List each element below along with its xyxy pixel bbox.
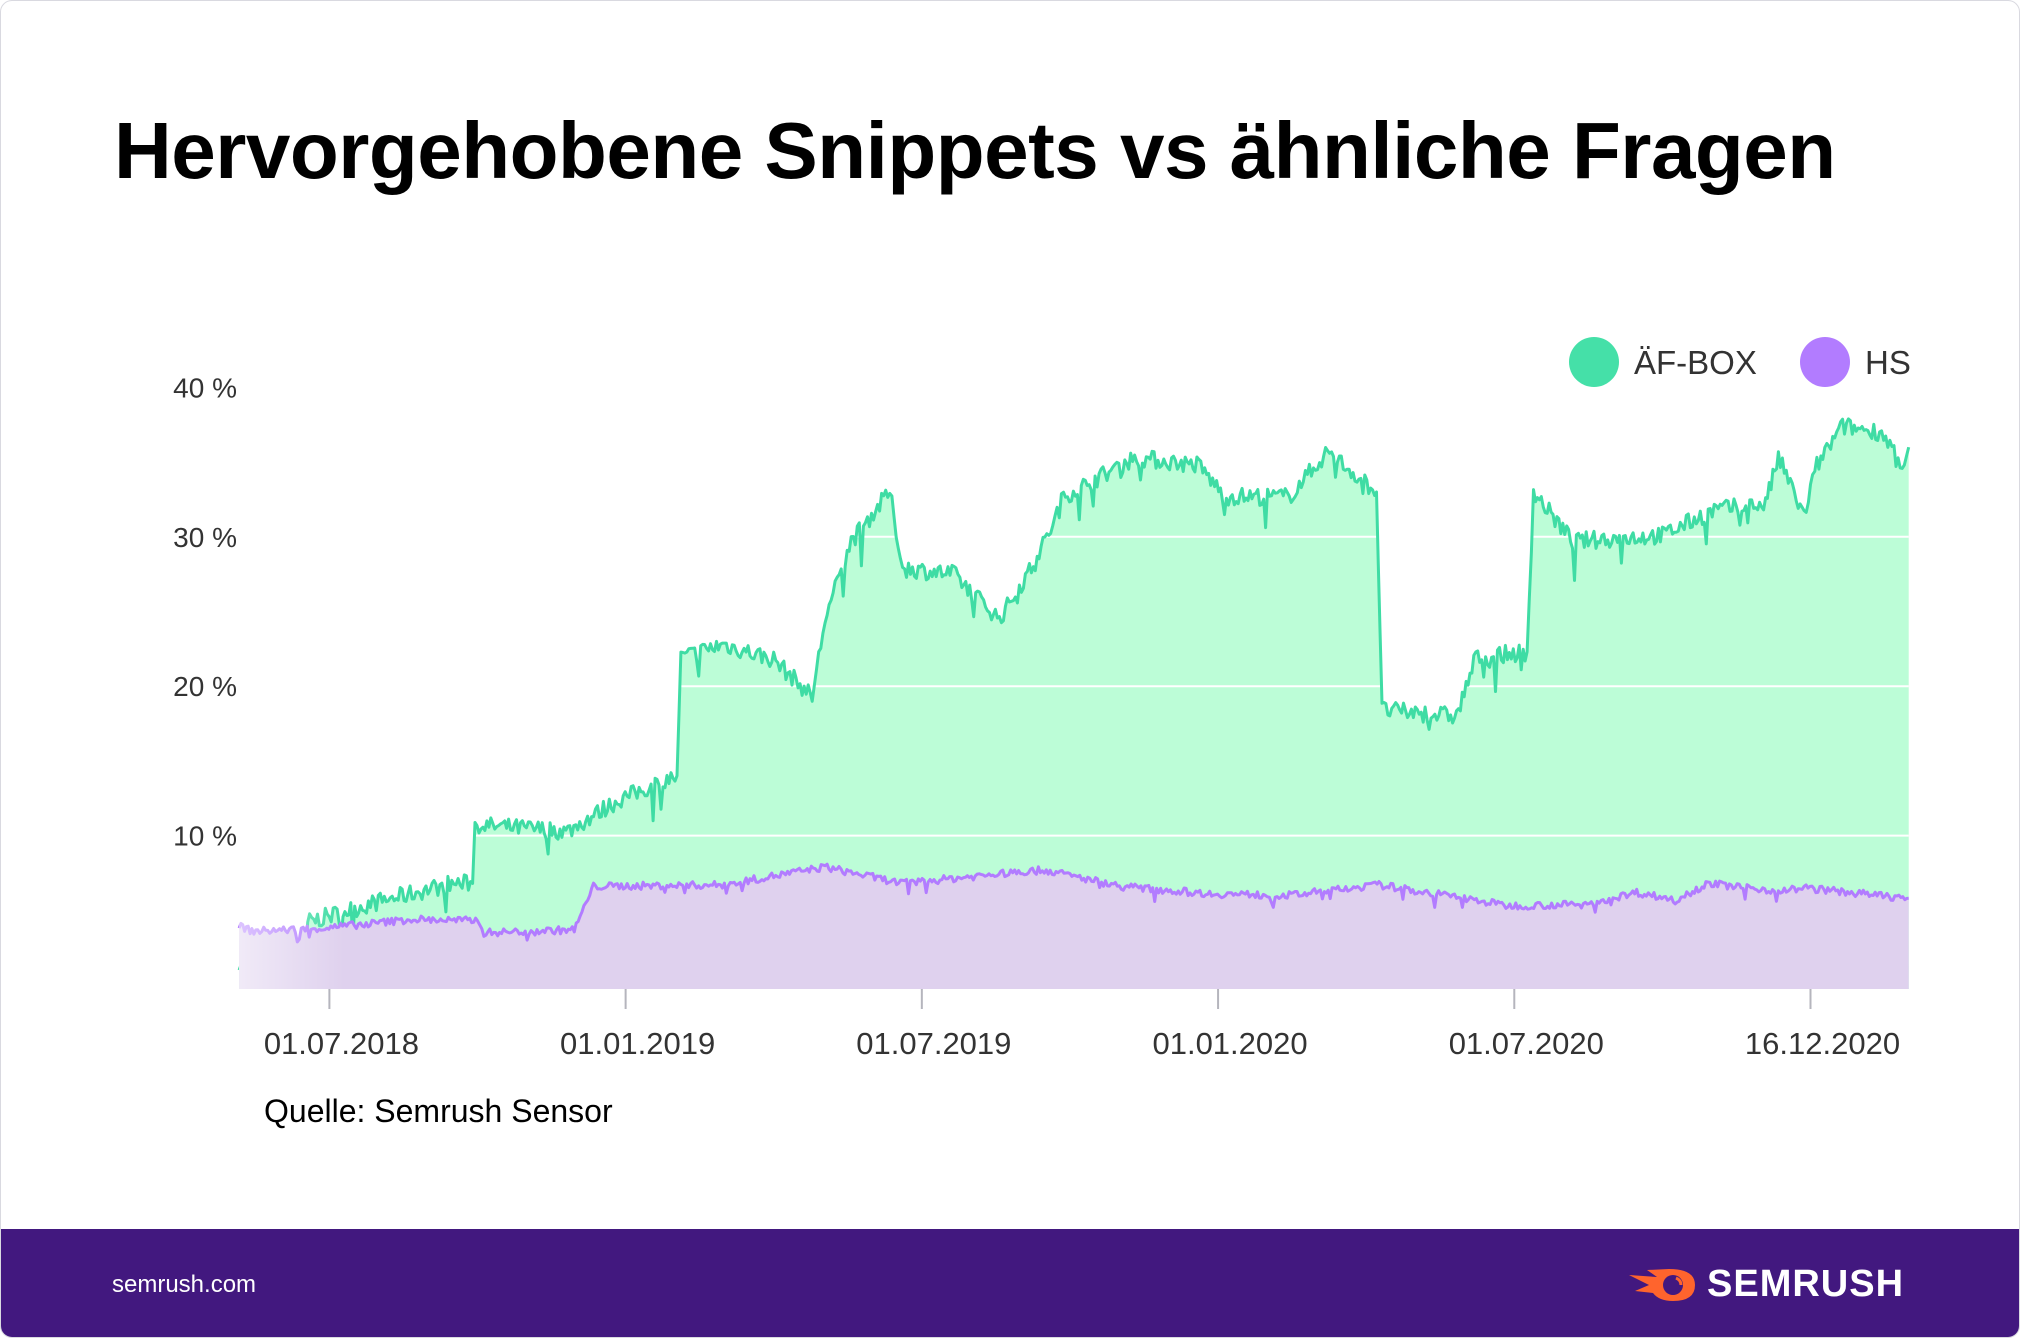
x-tick-label: 01.07.2020 xyxy=(1449,1026,1604,1061)
y-tick-label: 30 % xyxy=(173,522,237,553)
series-hs-area xyxy=(239,864,1909,989)
legend-swatch-af-box xyxy=(1569,337,1619,387)
footer-site: semrush.com xyxy=(112,1271,257,1298)
semrush-logo: SEMRUSH xyxy=(1629,1263,1904,1306)
page-title: Hervorgehobene Snippets vs ähnliche Frag… xyxy=(114,106,1836,195)
series-af-box-line xyxy=(237,417,1911,971)
series-af-box-area xyxy=(239,418,1909,989)
semrush-wordmark: SEMRUSH xyxy=(1707,1263,1905,1305)
x-tick-label: 16.12.2020 xyxy=(1745,1026,1900,1061)
x-tick-label: 01.07.2019 xyxy=(856,1026,1011,1061)
x-tick-label: 01.01.2019 xyxy=(560,1026,715,1061)
x-tick-label: 01.01.2020 xyxy=(1152,1026,1307,1061)
source-note: Quelle: Semrush Sensor xyxy=(264,1093,613,1129)
legend-swatch-hs xyxy=(1800,337,1850,387)
y-tick-label: 10 % xyxy=(173,821,237,852)
start-fade xyxy=(239,301,345,989)
legend: ÄF-BOX HS xyxy=(1569,337,1911,387)
legend-label-af-box: ÄF-BOX xyxy=(1634,344,1757,381)
y-tick-label: 40 % xyxy=(173,372,237,403)
y-tick-label: 20 % xyxy=(173,671,237,702)
x-tick-label: 01.07.2018 xyxy=(264,1026,419,1061)
series-hs-line xyxy=(237,862,1909,944)
legend-label-hs: HS xyxy=(1865,344,1911,381)
semrush-flame-icon xyxy=(1629,1268,1695,1301)
